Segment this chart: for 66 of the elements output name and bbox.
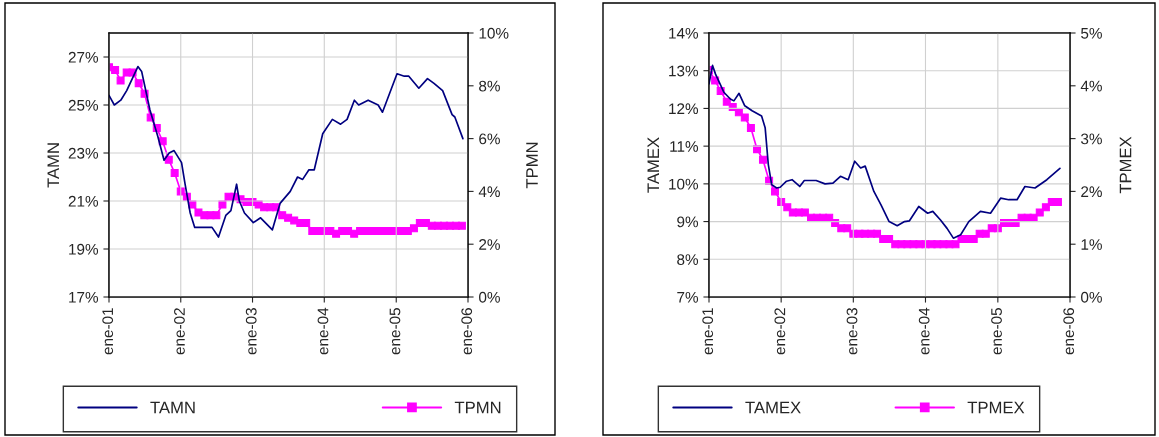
x-tick-label: ene-01 [102, 308, 114, 355]
point [800, 208, 809, 217]
point [170, 168, 179, 177]
y-tick-label: 13% [669, 65, 699, 77]
point [885, 234, 894, 243]
y2-tick-label: 0% [1081, 291, 1102, 303]
x-tick-label: ene-05 [389, 308, 401, 355]
point [873, 229, 882, 238]
y2-tick-label: 4% [1080, 80, 1102, 92]
y2-tick-label: 6% [479, 133, 500, 145]
y-axis-title: TAMEX [647, 137, 659, 193]
y-tick-label: 19% [69, 243, 99, 255]
point [771, 187, 780, 196]
point [1041, 203, 1050, 212]
point [981, 229, 990, 238]
x-tick-label: ene-02 [174, 308, 185, 355]
y-tick-label: 9% [677, 216, 699, 228]
y-tick-label: 27% [68, 51, 99, 63]
y-tick-label: 10% [669, 178, 699, 190]
x-tick-label: ene-01 [702, 308, 714, 355]
point [116, 76, 125, 85]
point [134, 79, 143, 88]
y2-axis-title: TPMN [526, 142, 538, 189]
y2-tick-label: 4% [478, 186, 500, 198]
point [111, 65, 120, 74]
y2-tick-label: 0% [479, 291, 500, 303]
point [1035, 208, 1044, 217]
point [457, 221, 466, 230]
x-tick-label: ene-02 [774, 308, 786, 355]
y2-tick-label: 3% [1081, 133, 1102, 145]
legend-label: TAMEX [745, 401, 801, 414]
y2-tick-label: 1% [1081, 239, 1102, 250]
y-tick-label: 21% [68, 195, 99, 207]
point [740, 113, 749, 122]
y2-tick-label: 2% [1081, 186, 1102, 198]
y2-tick-label: 10% [479, 27, 509, 39]
y-tick-label: 17% [69, 291, 99, 303]
x-tick-label: ene-04 [317, 307, 329, 355]
y-tick-label: 14% [669, 27, 699, 39]
point [212, 211, 221, 220]
x-tick-label: ene-05 [991, 308, 1002, 355]
x-tick-label: ene-03 [846, 308, 858, 355]
y2-axis-title: TPMEX [1119, 136, 1132, 194]
x-tick-label: ene-03 [245, 308, 257, 355]
legend-label: TPMN [454, 401, 501, 414]
x-tick-label: ene-06 [1063, 308, 1075, 355]
y-tick-label: 23% [68, 147, 99, 159]
x-tick-label: ene-04 [918, 307, 930, 355]
y-tick-label: 8% [677, 254, 699, 265]
point [302, 219, 311, 228]
point [783, 203, 792, 212]
point [758, 155, 767, 164]
y-tick-label: 7% [677, 291, 699, 303]
point [409, 224, 418, 233]
y-tick-label: 12% [669, 103, 699, 115]
y2-tick-label: 2% [479, 239, 500, 250]
y-axis-title: TAMN [47, 143, 59, 188]
y2-tick-label: 5% [1081, 27, 1102, 39]
point [746, 124, 755, 133]
y-tick-label: 11% [670, 141, 699, 152]
point [843, 224, 852, 233]
x-tick-label: ene-06 [461, 308, 473, 355]
legend-label: TPMEX [967, 401, 1025, 414]
legend-label: TAMN [150, 401, 195, 414]
y2-tick-label: 8% [479, 80, 500, 92]
y-tick-label: 25% [68, 99, 99, 111]
